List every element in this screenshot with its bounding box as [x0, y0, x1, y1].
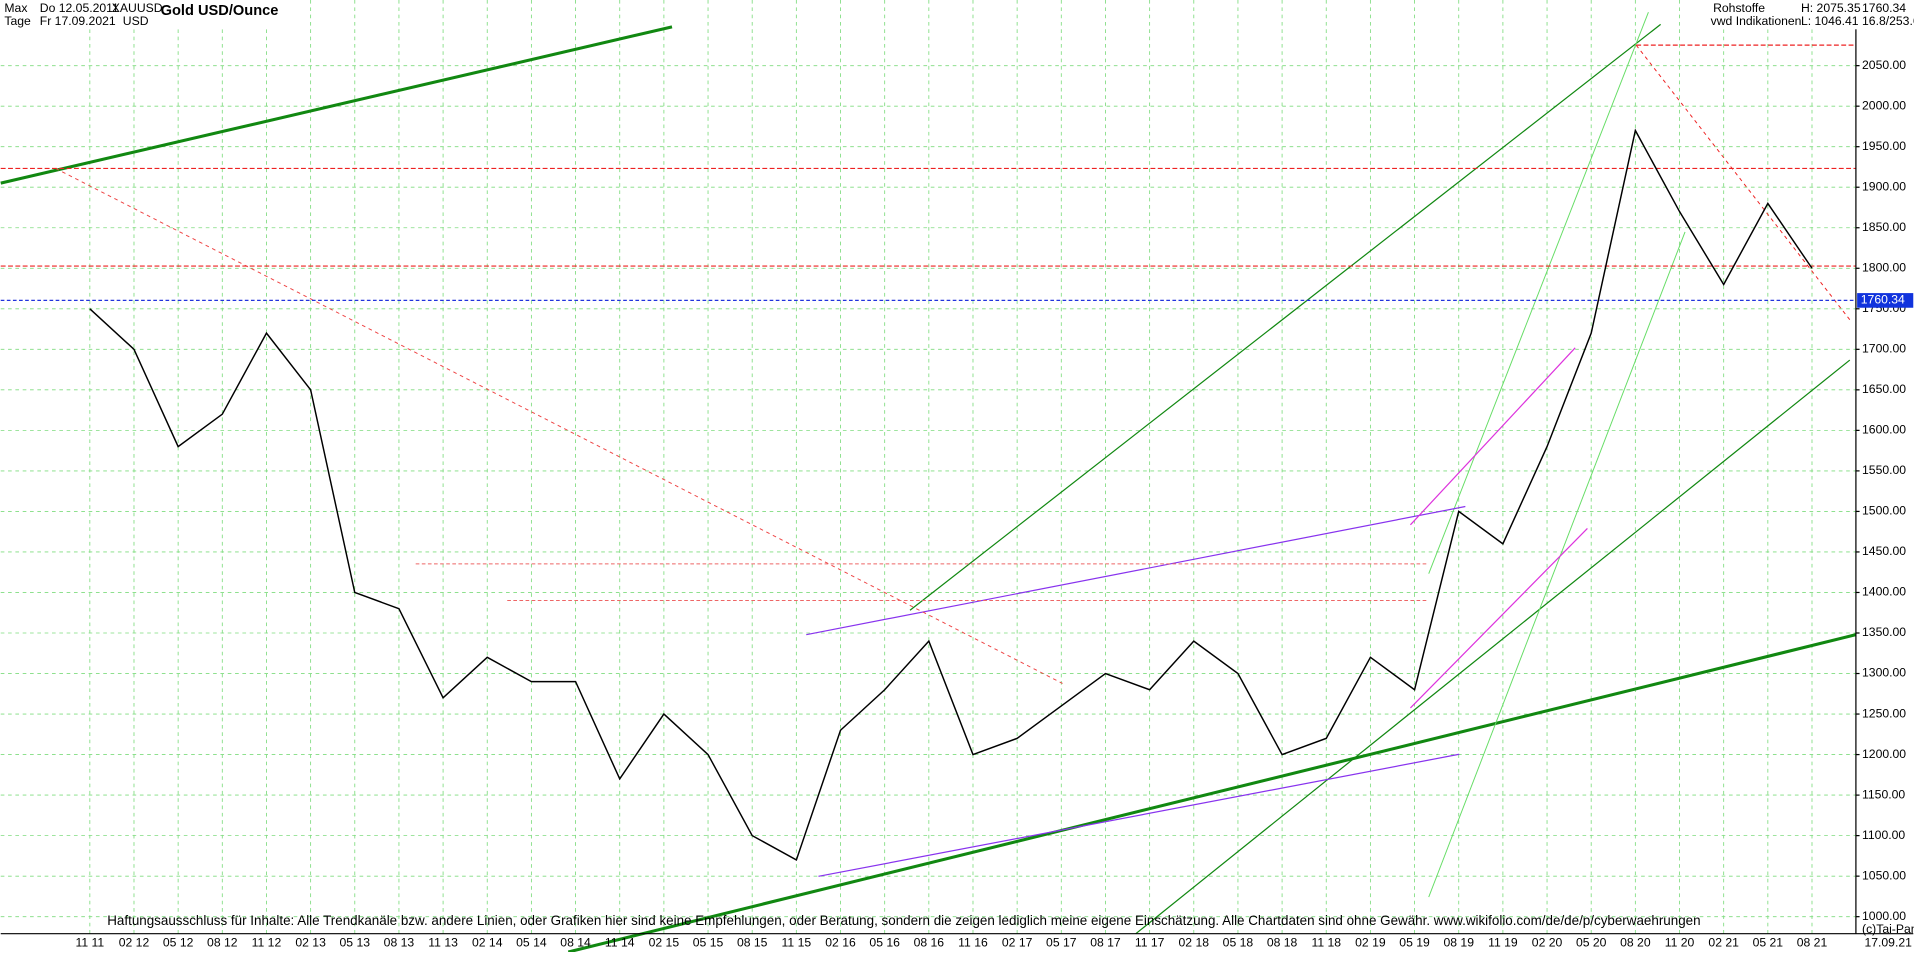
x-tick-label: 11 12 — [252, 936, 282, 950]
x-tick-label: 05 15 — [693, 936, 724, 950]
x-tick-label: 11 13 — [428, 936, 458, 950]
x-tick-label: 02 15 — [649, 936, 680, 950]
y-tick-label: 1250.00 — [1862, 706, 1906, 720]
x-tick-label: 08 13 — [384, 936, 415, 950]
trend-line — [1409, 347, 1576, 526]
disclaimer: Haftungsausschluss für Inhalte: Alle Tre… — [107, 913, 1700, 928]
x-tick-label: 02 19 — [1355, 936, 1386, 950]
y-tick-label: 1850.00 — [1862, 220, 1906, 234]
x-tick-label: 08 14 — [560, 936, 591, 950]
y-tick-label: 2000.00 — [1862, 98, 1906, 112]
y-tick-label: 1600.00 — [1862, 423, 1906, 437]
end-date: 17.09.21 — [1864, 936, 1912, 950]
trend-line — [1409, 528, 1588, 709]
x-tick-label: 11 11 — [75, 936, 104, 950]
header-bg — [0, 0, 294, 30]
low: L: 1046.41 — [1801, 14, 1859, 28]
copyright: (c)Tai-Pan — [1862, 922, 1914, 936]
x-tick-label: 08 19 — [1443, 936, 1474, 950]
info-bg — [1707, 0, 1914, 30]
y-tick-label: 1800.00 — [1862, 260, 1906, 274]
trend-line — [1428, 12, 1649, 574]
x-tick-label: 05 19 — [1399, 936, 1430, 950]
x-tick-label: 02 20 — [1532, 936, 1563, 950]
x-tick-label: 08 17 — [1090, 936, 1121, 950]
group: Rohstoffe — [1713, 1, 1765, 15]
source: vwd Indikationen — [1711, 14, 1802, 28]
y-tick-label: 1100.00 — [1862, 828, 1905, 842]
scale: 16.8/253.6 — [1862, 14, 1914, 28]
x-tick-label: 08 15 — [737, 936, 768, 950]
last-price: 1760.34 — [1862, 1, 1906, 15]
x-tick-label: 02 12 — [119, 936, 150, 950]
grid — [0, 0, 1856, 934]
y-tick-label: 1650.00 — [1862, 382, 1906, 396]
trend-line — [1428, 231, 1686, 898]
symbol: XAUUSD — [112, 1, 163, 15]
x-tick-label: 05 21 — [1753, 936, 1784, 950]
x-tick-label: 11 19 — [1488, 936, 1518, 950]
to-date: Fr 17.09.2021 — [40, 14, 116, 28]
y-tick-label: 1000.00 — [1862, 909, 1906, 923]
x-tick-label: 05 14 — [516, 936, 547, 950]
x-tick-label: 05 17 — [1046, 936, 1077, 950]
x-tick-label: 05 16 — [869, 936, 900, 950]
y-tick-label: 2050.00 — [1862, 58, 1906, 72]
x-tick-label: 02 18 — [1179, 936, 1210, 950]
trend-line — [806, 505, 1466, 636]
high: H: 2075.35 — [1801, 1, 1861, 15]
y-tick-label: 1700.00 — [1862, 342, 1906, 356]
x-tick-label: 05 20 — [1576, 936, 1607, 950]
x-tick-label: 05 18 — [1223, 936, 1254, 950]
x-tick-label: 11 20 — [1665, 936, 1695, 950]
current-price-label: 1760.34 — [1861, 293, 1905, 307]
y-tick-label: 1900.00 — [1862, 179, 1906, 193]
x-tick-label: 11 17 — [1135, 936, 1165, 950]
trend-line — [818, 753, 1460, 877]
x-tick-label: 02 13 — [295, 936, 326, 950]
trend-line — [567, 633, 1857, 954]
trend-line — [1135, 359, 1851, 935]
x-tick-label: 08 16 — [914, 936, 945, 950]
y-tick-label: 1050.00 — [1862, 868, 1906, 882]
instrument-name: Gold USD/Ounce — [161, 3, 279, 19]
y-tick-label: 1950.00 — [1862, 139, 1906, 153]
x-tick-label: 02 14 — [472, 936, 503, 950]
trend-line — [0, 25, 673, 185]
y-tick-label: 1300.00 — [1862, 666, 1906, 680]
x-tick-label: 05 12 — [163, 936, 194, 950]
y-tick-label: 1150.00 — [1862, 787, 1905, 801]
x-tick-label: 08 18 — [1267, 936, 1298, 950]
y-tick-label: 1200.00 — [1862, 747, 1906, 761]
y-tick-label: 1550.00 — [1862, 463, 1906, 477]
x-tick-label: 11 15 — [782, 936, 812, 950]
x-tick-label: 08 20 — [1620, 936, 1651, 950]
current-price-box — [1857, 293, 1914, 308]
y-tick-label: 1500.00 — [1862, 504, 1906, 518]
period: Tage — [4, 14, 31, 28]
trend-lines — [0, 12, 1857, 954]
y-tick-label: 1350.00 — [1862, 625, 1906, 639]
from-date: Do 12.05.2011 — [40, 1, 119, 15]
x-tick-label: 02 17 — [1002, 936, 1033, 950]
x-tick-label: 02 21 — [1708, 936, 1739, 950]
currency: USD — [123, 14, 149, 28]
price-line — [89, 128, 1813, 861]
x-tick-label: 05 13 — [340, 936, 371, 950]
x-tick-label: 08 12 — [207, 936, 238, 950]
range: Max — [4, 1, 27, 15]
x-tick-label: 02 16 — [825, 936, 856, 950]
y-tick-label: 1450.00 — [1862, 544, 1906, 558]
trend-line — [55, 167, 1063, 684]
x-tick-label: 11 16 — [958, 936, 988, 950]
plot-bg — [0, 0, 1856, 934]
x-tick-label: 08 21 — [1797, 936, 1828, 950]
trend-line — [909, 23, 1662, 611]
y-tick-label: 1400.00 — [1862, 585, 1906, 599]
x-tick-label: 11 14 — [605, 936, 635, 950]
x-tick-label: 11 18 — [1311, 936, 1341, 950]
